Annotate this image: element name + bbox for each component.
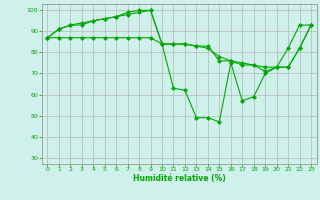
X-axis label: Humidité relative (%): Humidité relative (%) — [133, 174, 226, 183]
